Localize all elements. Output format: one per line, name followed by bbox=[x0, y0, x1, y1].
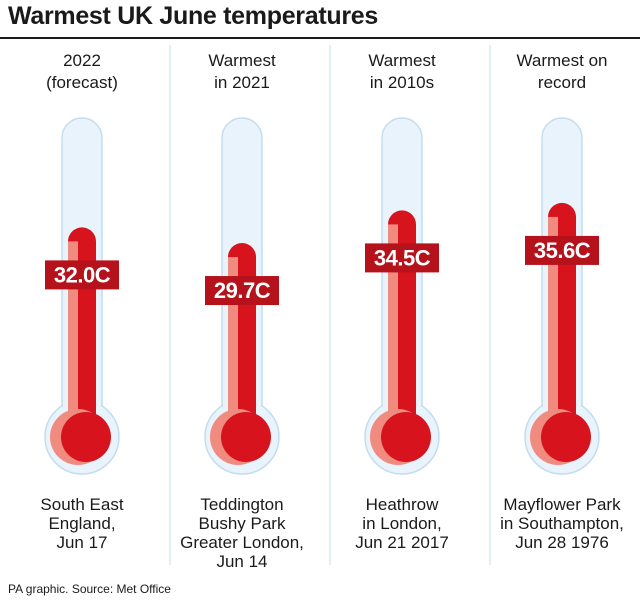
column-heading: in 2021 bbox=[214, 73, 270, 92]
bulb-mercury bbox=[381, 412, 431, 462]
bulb-mercury bbox=[221, 412, 271, 462]
location-label: Jun 17 bbox=[56, 533, 107, 552]
value-label-bg bbox=[525, 235, 599, 265]
mercury-highlight bbox=[228, 257, 238, 437]
column-heading: record bbox=[538, 73, 586, 92]
value-label-bg bbox=[365, 243, 439, 273]
value-label: 34.5C bbox=[374, 245, 431, 270]
location-label: Jun 28 1976 bbox=[515, 533, 609, 552]
location-label: Jun 21 2017 bbox=[355, 533, 449, 552]
value-label: 35.6C bbox=[534, 238, 591, 263]
location-label: England, bbox=[48, 514, 115, 533]
location-label: in Southampton, bbox=[500, 514, 624, 533]
column-heading: Warmest bbox=[208, 51, 276, 70]
column-heading: (forecast) bbox=[46, 73, 118, 92]
mercury-highlight bbox=[68, 241, 78, 437]
location-label: Mayflower Park bbox=[503, 495, 621, 514]
location-label: Bushy Park bbox=[199, 514, 286, 533]
location-label: Heathrow bbox=[366, 495, 439, 514]
value-label-bg bbox=[45, 260, 119, 290]
value-label: 32.0C bbox=[54, 262, 111, 287]
source-note: PA graphic. Source: Met Office bbox=[8, 582, 171, 596]
title-divider bbox=[0, 37, 640, 39]
column-heading: in 2010s bbox=[370, 73, 434, 92]
bulb-mercury bbox=[541, 412, 591, 462]
column-heading: 2022 bbox=[63, 51, 101, 70]
bulb-mercury bbox=[61, 412, 111, 462]
location-label: Jun 14 bbox=[216, 552, 267, 571]
column-heading: Warmest bbox=[368, 51, 436, 70]
location-label: Greater London, bbox=[180, 533, 304, 552]
column-heading: Warmest on bbox=[516, 51, 607, 70]
location-label: in London, bbox=[362, 514, 441, 533]
value-label: 29.7C bbox=[214, 278, 271, 303]
mercury-highlight bbox=[548, 216, 558, 437]
chart-title: Warmest UK June temperatures bbox=[8, 2, 378, 30]
value-label-bg bbox=[205, 276, 279, 306]
mercury-highlight bbox=[388, 224, 398, 437]
location-label: Teddington bbox=[200, 495, 283, 514]
location-label: South East bbox=[40, 495, 123, 514]
